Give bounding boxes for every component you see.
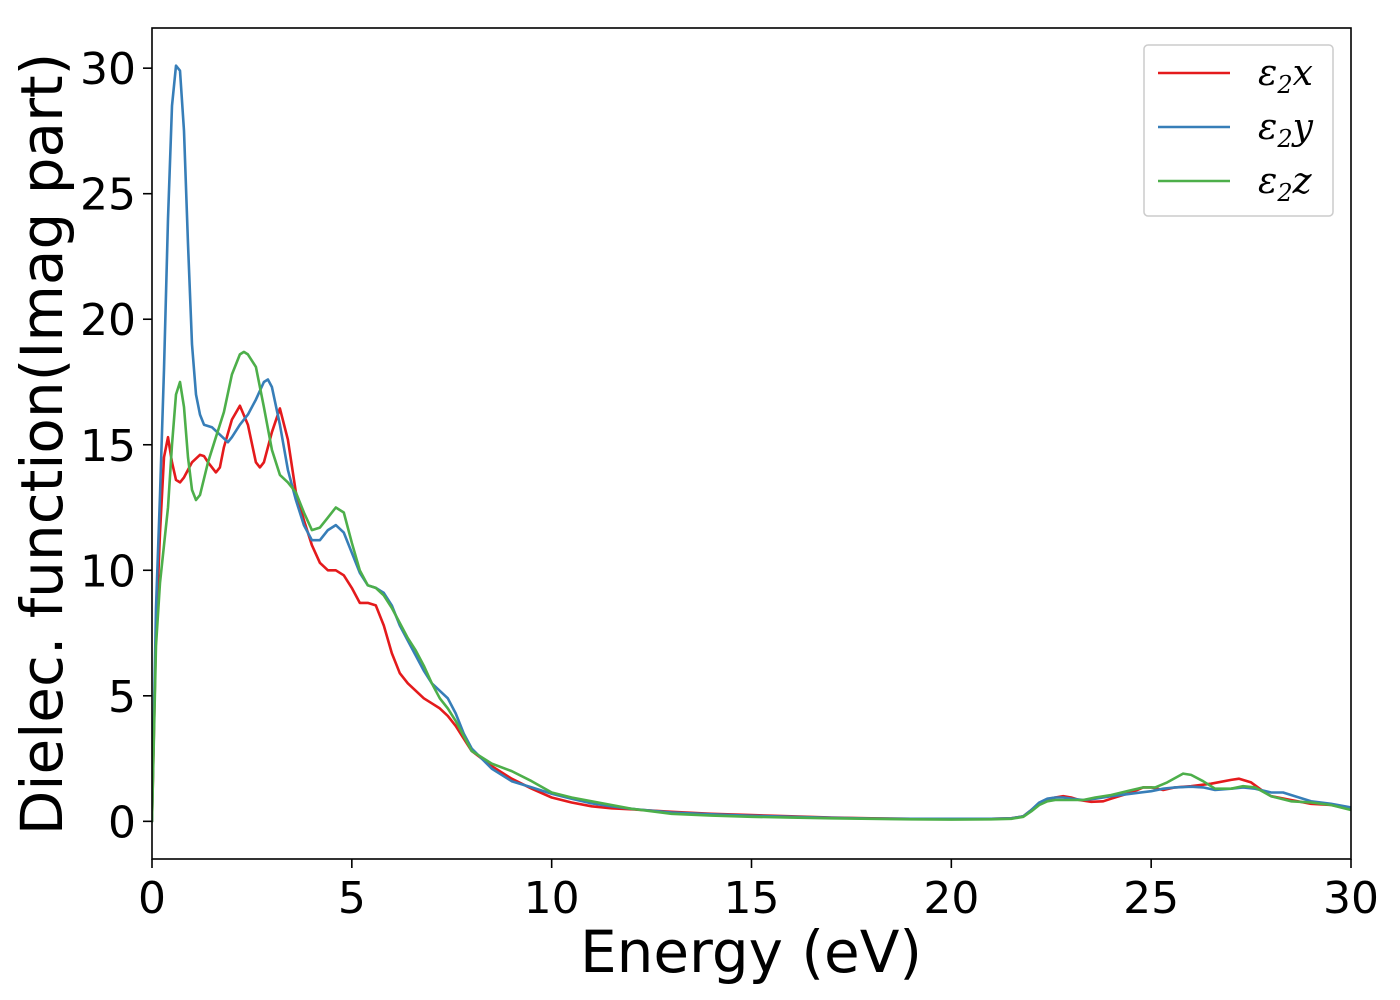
- y-axis-title: Dielec. function(Imag part): [8, 53, 76, 836]
- series-line-y: [152, 64, 1351, 823]
- legend: ε2x ε2y ε2z: [1143, 44, 1334, 217]
- series-layer: [152, 64, 1351, 823]
- legend-frame: [1143, 44, 1334, 217]
- x-axis: 0 5 10 15 20 25 30: [138, 859, 1379, 924]
- x-axis-title: Energy (eV): [580, 918, 922, 986]
- legend-label-z: ε2z: [1258, 161, 1313, 207]
- x-tick-label: 5: [338, 873, 366, 924]
- legend-label-x: ε2x: [1258, 53, 1313, 99]
- series-line-z: [152, 350, 1351, 823]
- y-tick-label: 10: [80, 546, 136, 597]
- x-tick-label: 0: [138, 873, 166, 924]
- y-tick-label: 5: [108, 672, 136, 723]
- y-tick-label: 0: [108, 797, 136, 848]
- y-axis: 0 5 10 15 20 25 30: [80, 44, 152, 848]
- legend-label-y: ε2y: [1258, 107, 1314, 153]
- y-tick-label: 25: [80, 170, 136, 221]
- x-tick-label: 10: [524, 873, 580, 924]
- x-tick-label: 30: [1323, 873, 1379, 924]
- x-tick-label: 25: [1123, 873, 1179, 924]
- y-tick-label: 20: [80, 295, 136, 346]
- x-tick-label: 15: [724, 873, 780, 924]
- x-tick-label: 20: [923, 873, 979, 924]
- y-tick-label: 30: [80, 44, 136, 95]
- y-tick-label: 15: [80, 421, 136, 472]
